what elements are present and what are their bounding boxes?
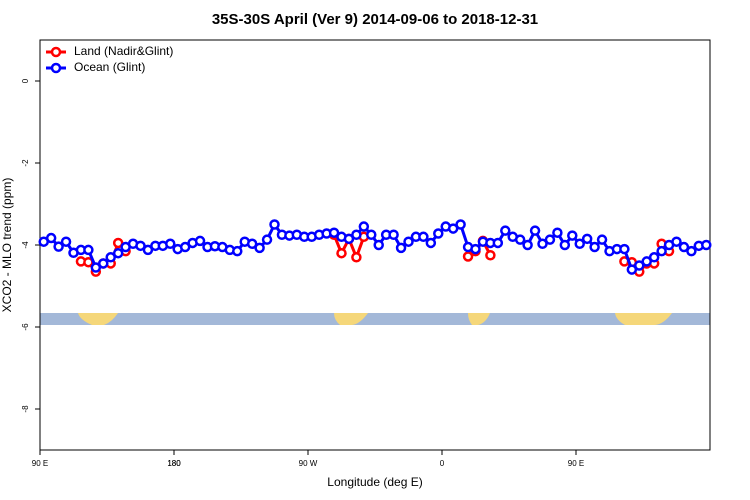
data-point [492,237,504,249]
data-point [574,238,585,250]
data-point [395,242,407,254]
legend-label: Ocean (Glint) [74,60,145,74]
y-tick-label: -8 [21,405,30,413]
data-point [232,245,243,257]
data-point [194,235,206,247]
data-point [336,247,347,259]
data-point [60,236,72,247]
data-point [53,241,64,252]
data-point [388,229,399,240]
y-tick-label: 0 [21,78,30,83]
x-tick-label: 180 [167,459,181,468]
data-point [45,232,57,244]
x-tick-label: 90 E [32,459,48,468]
x-tick-label: 0 [440,459,445,468]
data-point [648,252,660,263]
data-point [559,239,571,251]
data-point [343,233,355,245]
data-point [246,238,258,250]
y-tick-label: -4 [21,241,30,249]
data-point [634,260,645,271]
data-point [261,234,273,245]
data-point [596,234,608,245]
data-point [142,244,154,256]
data-point [98,258,109,269]
legend-marker [50,62,62,74]
y-tick-label: -6 [21,323,30,331]
data-point [328,227,340,238]
map-strip [40,313,710,325]
data-point [500,225,511,236]
data-point [112,237,124,249]
data-point [433,228,444,239]
x-tick-label: 180 [167,459,181,468]
data-point [105,252,116,263]
data-point [447,223,459,234]
data-point [351,252,362,263]
data-point [589,241,600,253]
data-point [179,241,191,253]
data-point [544,234,556,245]
data-point [470,243,481,255]
data-point [567,230,578,241]
data-point [686,245,697,257]
data-point [418,231,429,243]
data-point [514,234,526,245]
data-point [90,262,102,273]
data-point [403,236,414,247]
data-point [269,219,280,230]
data-point [671,236,682,247]
x-tick-label: 90 W [299,459,318,468]
data-point [254,242,265,254]
data-point [641,256,652,267]
data-point [135,240,146,252]
data-point [112,247,124,259]
data-point [373,239,384,251]
data-point [462,251,474,262]
data-point [425,237,437,249]
data-point [358,221,370,232]
data-point [581,233,593,245]
legend-label: Land (Nadir&Glint) [74,44,173,58]
data-point [165,238,176,250]
data-point [529,225,541,236]
data-point [366,229,377,240]
y-axis-label: XCO2 - MLO trend (ppm) [0,178,14,313]
data-point [351,229,362,240]
data-point [626,264,638,275]
chart-title: 35S-30S April (Ver 9) 2014-09-06 to 2018… [212,11,538,28]
data-point [656,245,667,257]
x-tick-label: 90 E [568,459,584,468]
x-axis-label: Longitude (deg E) [327,475,422,489]
data-point [619,243,630,255]
data-point [552,227,563,238]
data-point [522,239,533,251]
legend-marker [50,46,62,58]
y-tick-label: -2 [21,159,30,167]
data-point [678,241,690,253]
data-point [485,250,496,261]
data-point [83,244,94,256]
data-point [537,238,548,250]
data-point [701,239,712,251]
data-point [455,219,466,230]
